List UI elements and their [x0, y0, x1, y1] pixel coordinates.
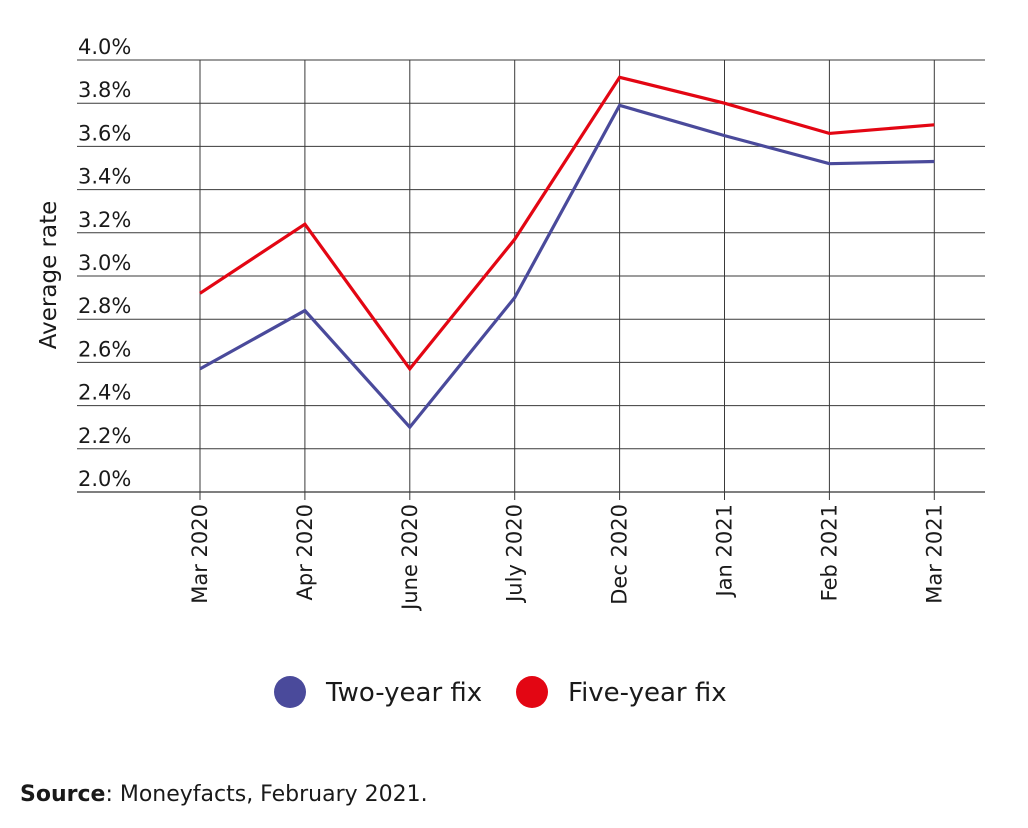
x-tick-label: Dec 2020 — [608, 504, 632, 605]
legend-label-two-year-fix: Two-year fix — [325, 678, 482, 708]
y-tick-label: 3.6% — [78, 121, 131, 145]
legend-label-five-year-fix: Five-year fix — [568, 678, 727, 708]
x-axis-ticks: Mar 2020 Apr 2020 June 2020 July 2020 Dec 20… — [188, 504, 946, 612]
series-line-five-year-fix — [199, 75, 935, 372]
grid — [77, 59, 985, 500]
source-note: Source: Moneyfacts, February 2021. — [20, 782, 428, 807]
source-label: Source — [20, 782, 106, 807]
y-tick-label: 3.2% — [78, 208, 131, 232]
y-axis-ticks: 2.0% 2.2% 2.4% 2.6% 2.8% 3.0% 3.2% 3.4% 3.6% 3.8%… — [78, 35, 131, 491]
source-text: : Moneyfacts, February 2021. — [105, 782, 428, 807]
x-tick-label: Jan 2021 — [713, 504, 737, 599]
y-tick-label: 2.8% — [78, 294, 131, 318]
legend-swatch-two-year-fix — [274, 676, 306, 708]
x-tick-label: Mar 2020 — [188, 504, 212, 604]
y-tick-label: 2.6% — [78, 337, 131, 361]
y-axis-label: Average rate — [36, 201, 62, 349]
y-tick-label: 3.0% — [78, 251, 131, 275]
x-tick-label: Mar 2021 — [922, 504, 946, 604]
y-tick-label: 2.4% — [78, 381, 131, 405]
series-lines — [199, 75, 935, 430]
y-tick-label: 3.4% — [78, 165, 131, 189]
y-tick-label: 4.0% — [78, 35, 131, 59]
legend: Two-year fix Five-year fix — [274, 676, 727, 708]
y-tick-label: 2.0% — [78, 467, 131, 491]
y-tick-label: 3.8% — [78, 78, 131, 102]
y-tick-label: 2.2% — [78, 424, 131, 448]
x-tick-label: Feb 2021 — [817, 504, 841, 601]
x-tick-label: June 2020 — [398, 504, 422, 612]
x-tick-label: Apr 2020 — [293, 504, 317, 600]
x-tick-label: July 2020 — [503, 504, 527, 604]
legend-swatch-five-year-fix — [516, 676, 548, 708]
series-line-two-year-fix — [199, 103, 935, 430]
